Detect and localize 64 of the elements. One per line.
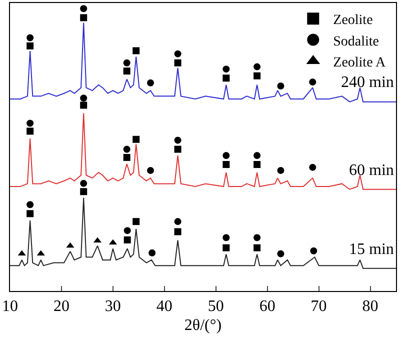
point bbox=[80, 14, 88, 22]
x-tick-label: 70 bbox=[310, 298, 327, 316]
x-tick-label: 80 bbox=[362, 298, 378, 316]
x-tick-label: 20 bbox=[53, 298, 70, 316]
point bbox=[26, 128, 34, 135]
point bbox=[26, 210, 34, 218]
point bbox=[123, 68, 130, 75]
legend-label: Sodalite bbox=[333, 34, 380, 50]
point bbox=[147, 166, 154, 174]
legend-label: Zeolite A bbox=[333, 55, 387, 70]
legend-label: Zeolite bbox=[333, 13, 373, 28]
point bbox=[80, 180, 88, 187]
point bbox=[174, 136, 182, 144]
point bbox=[124, 236, 131, 244]
point bbox=[254, 161, 261, 168]
point bbox=[123, 59, 130, 66]
x-tick-label: 30 bbox=[104, 298, 121, 316]
point bbox=[254, 244, 261, 252]
x-axis-title: 2θ/(°) bbox=[184, 316, 222, 334]
point bbox=[222, 234, 230, 242]
point bbox=[174, 218, 182, 226]
point bbox=[254, 234, 261, 242]
point bbox=[254, 152, 261, 159]
point bbox=[132, 47, 140, 54]
point bbox=[26, 201, 34, 208]
point bbox=[174, 50, 182, 58]
point bbox=[277, 250, 284, 258]
point bbox=[254, 63, 261, 70]
point bbox=[66, 242, 74, 248]
point bbox=[222, 244, 230, 252]
point bbox=[80, 94, 88, 102]
series-label: 240 min bbox=[341, 74, 394, 91]
point bbox=[132, 218, 140, 226]
point bbox=[254, 72, 261, 80]
point bbox=[123, 146, 130, 153]
point bbox=[132, 136, 140, 143]
point bbox=[124, 227, 131, 234]
point bbox=[277, 82, 284, 90]
point bbox=[147, 79, 154, 86]
point bbox=[309, 164, 316, 171]
point bbox=[222, 74, 230, 82]
point bbox=[222, 161, 230, 168]
x-tick-label: 50 bbox=[208, 298, 224, 316]
point bbox=[148, 249, 156, 256]
point bbox=[26, 42, 34, 50]
x-tick-label: 10 bbox=[2, 298, 18, 316]
point bbox=[222, 66, 230, 73]
point bbox=[80, 5, 88, 12]
x-tick-label: 40 bbox=[156, 298, 172, 316]
point bbox=[174, 59, 182, 66]
point bbox=[222, 152, 230, 159]
series-label: 15 min bbox=[349, 241, 394, 258]
series-label: 60 min bbox=[349, 162, 394, 179]
point bbox=[277, 166, 284, 174]
point bbox=[309, 78, 316, 86]
point bbox=[310, 247, 318, 254]
x-tick-label: 60 bbox=[259, 298, 276, 316]
point bbox=[80, 102, 88, 109]
point bbox=[174, 228, 182, 236]
point bbox=[26, 120, 34, 127]
point bbox=[174, 146, 182, 153]
point bbox=[80, 188, 88, 196]
point bbox=[26, 34, 34, 42]
point bbox=[123, 154, 130, 161]
